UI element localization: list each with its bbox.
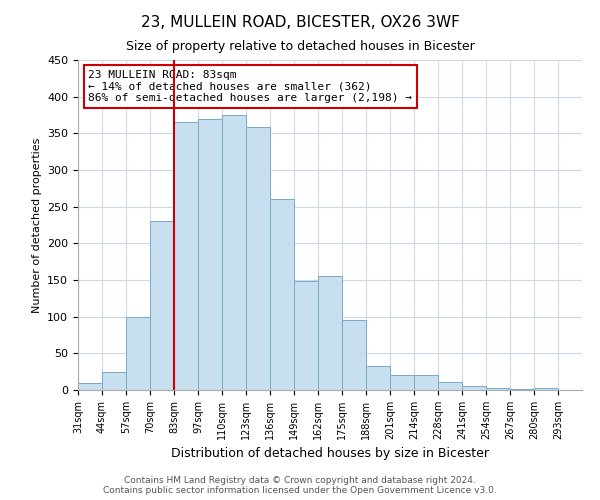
Text: 23, MULLEIN ROAD, BICESTER, OX26 3WF: 23, MULLEIN ROAD, BICESTER, OX26 3WF — [140, 15, 460, 30]
Bar — [390, 376, 414, 390]
Bar — [438, 382, 462, 390]
Bar — [414, 376, 438, 390]
Bar — [150, 222, 174, 390]
Bar — [486, 388, 510, 390]
Bar — [198, 118, 222, 390]
Bar — [462, 386, 486, 390]
Bar — [534, 388, 558, 390]
Bar — [78, 382, 102, 390]
Bar — [126, 316, 150, 390]
Bar — [174, 122, 198, 390]
Text: Contains HM Land Registry data © Crown copyright and database right 2024.
Contai: Contains HM Land Registry data © Crown c… — [103, 476, 497, 495]
X-axis label: Distribution of detached houses by size in Bicester: Distribution of detached houses by size … — [171, 448, 489, 460]
Bar — [366, 366, 390, 390]
Y-axis label: Number of detached properties: Number of detached properties — [32, 138, 41, 312]
Bar — [294, 282, 318, 390]
Bar — [318, 276, 342, 390]
Bar — [270, 200, 294, 390]
Bar — [342, 320, 366, 390]
Bar — [102, 372, 126, 390]
Text: 23 MULLEIN ROAD: 83sqm
← 14% of detached houses are smaller (362)
86% of semi-de: 23 MULLEIN ROAD: 83sqm ← 14% of detached… — [88, 70, 412, 103]
Bar — [222, 115, 246, 390]
Bar — [246, 128, 270, 390]
Text: Size of property relative to detached houses in Bicester: Size of property relative to detached ho… — [125, 40, 475, 53]
